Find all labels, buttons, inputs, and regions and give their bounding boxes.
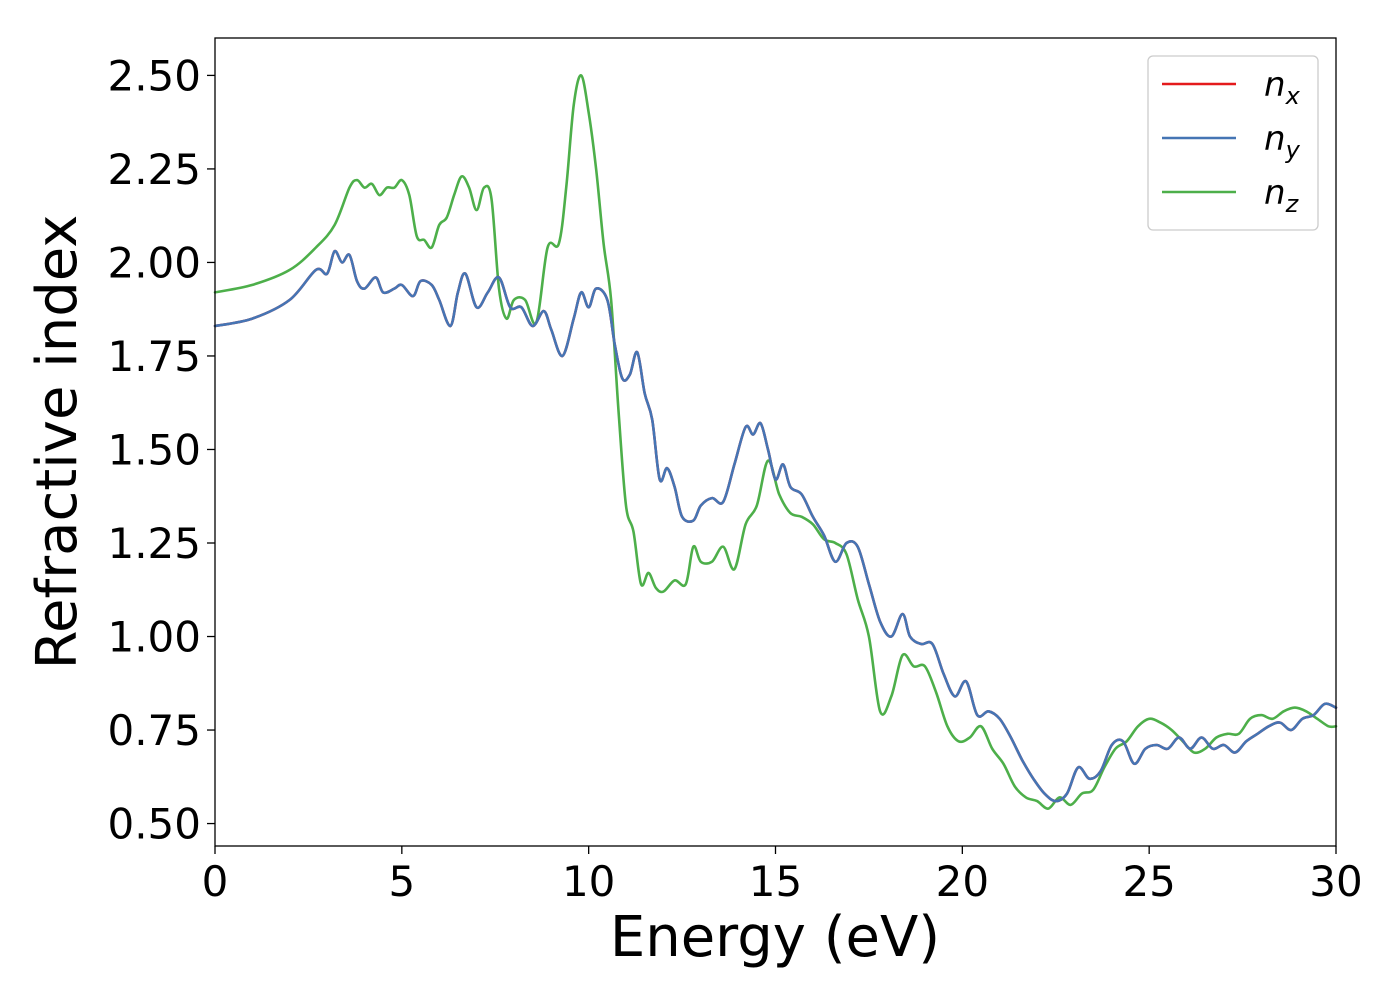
x-tick-label: 25 [1122,857,1175,906]
legend-frame [1147,55,1319,231]
y-tick-label: 2.25 [107,145,201,194]
x-tick-label: 10 [562,857,615,906]
y-tick-label: 2.00 [107,238,201,287]
y-axis-ticks: 0.50 0.75 1.00 1.25 1.50 1.75 2.00 2.25 2.50 [107,51,215,849]
y-tick-label: 1.75 [107,332,201,381]
y-tick-label: 0.75 [107,706,201,755]
y-tick-label: 1.25 [107,519,201,568]
x-tick-label: 30 [1309,857,1362,906]
x-tick-label: 0 [202,857,229,906]
legend-label-nz: nz [1264,173,1300,218]
series-layer [213,74,1338,810]
y-axis-title: Refractive index [25,215,90,670]
legend-label-nx: nx [1264,65,1301,110]
x-tick-label: 5 [388,857,415,906]
series-line-nx [213,249,1338,803]
series-line-ny [213,249,1338,803]
x-tick-label: 15 [749,857,802,906]
x-axis-ticks: 0 5 10 15 20 25 30 [202,846,1363,906]
y-tick-label: 0.50 [107,800,201,849]
y-tick-label: 2.50 [107,51,201,100]
x-axis-title: Energy (eV) [610,905,940,970]
y-tick-label: 1.00 [107,613,201,662]
x-tick-label: 20 [936,857,989,906]
legend-label-ny: ny [1264,119,1301,164]
series-line-nz [213,74,1338,810]
legend: nx ny nz [1147,55,1319,231]
y-tick-label: 1.50 [107,425,201,474]
